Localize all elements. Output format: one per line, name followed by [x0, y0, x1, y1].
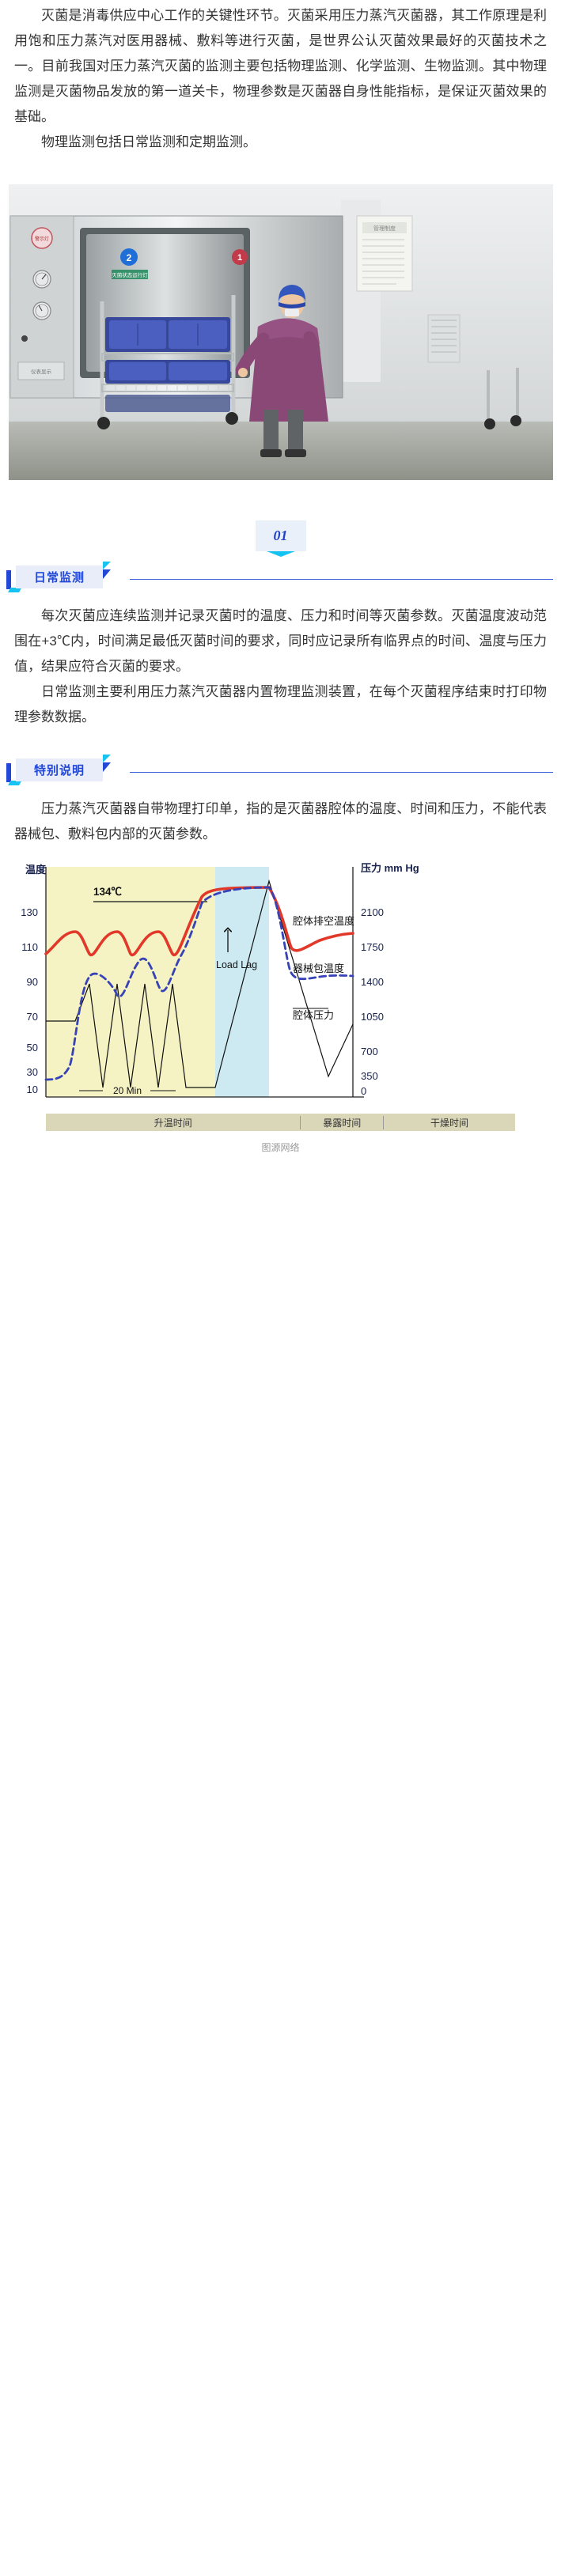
svg-text:90: 90: [27, 976, 38, 988]
svg-text:器械包温度: 器械包温度: [293, 963, 344, 974]
svg-text:134℃: 134℃: [93, 886, 123, 898]
svg-text:1050: 1050: [361, 1011, 384, 1023]
svg-text:30: 30: [27, 1066, 38, 1078]
svg-text:70: 70: [27, 1011, 38, 1023]
svg-text:1750: 1750: [361, 941, 384, 953]
svg-text:压力 mm Hg: 压力 mm Hg: [361, 862, 419, 874]
svg-text:警示灯: 警示灯: [34, 236, 48, 242]
svg-text:2: 2: [126, 252, 131, 263]
svg-text:温度: 温度: [25, 864, 47, 876]
svg-text:130: 130: [21, 906, 38, 918]
svg-text:110: 110: [21, 941, 38, 953]
svg-text:20 Min: 20 Min: [113, 1085, 142, 1096]
svg-text:1400: 1400: [361, 976, 384, 988]
svg-text:1: 1: [237, 253, 241, 263]
svg-text:管理制度: 管理制度: [373, 225, 396, 232]
svg-text:灭菌状态运行灯: 灭菌状态运行灯: [112, 271, 148, 278]
svg-text:仪表显示: 仪表显示: [31, 368, 52, 375]
svg-text:10: 10: [27, 1084, 38, 1095]
svg-text:Load Lag: Load Lag: [216, 959, 257, 970]
svg-text:700: 700: [361, 1046, 378, 1057]
svg-text:腔体排空温度: 腔体排空温度: [293, 915, 354, 927]
svg-text:0: 0: [361, 1085, 366, 1097]
svg-text:腔体压力: 腔体压力: [293, 1009, 334, 1021]
svg-text:50: 50: [27, 1042, 38, 1053]
svg-text:2100: 2100: [361, 906, 384, 918]
svg-text:350: 350: [361, 1070, 378, 1082]
